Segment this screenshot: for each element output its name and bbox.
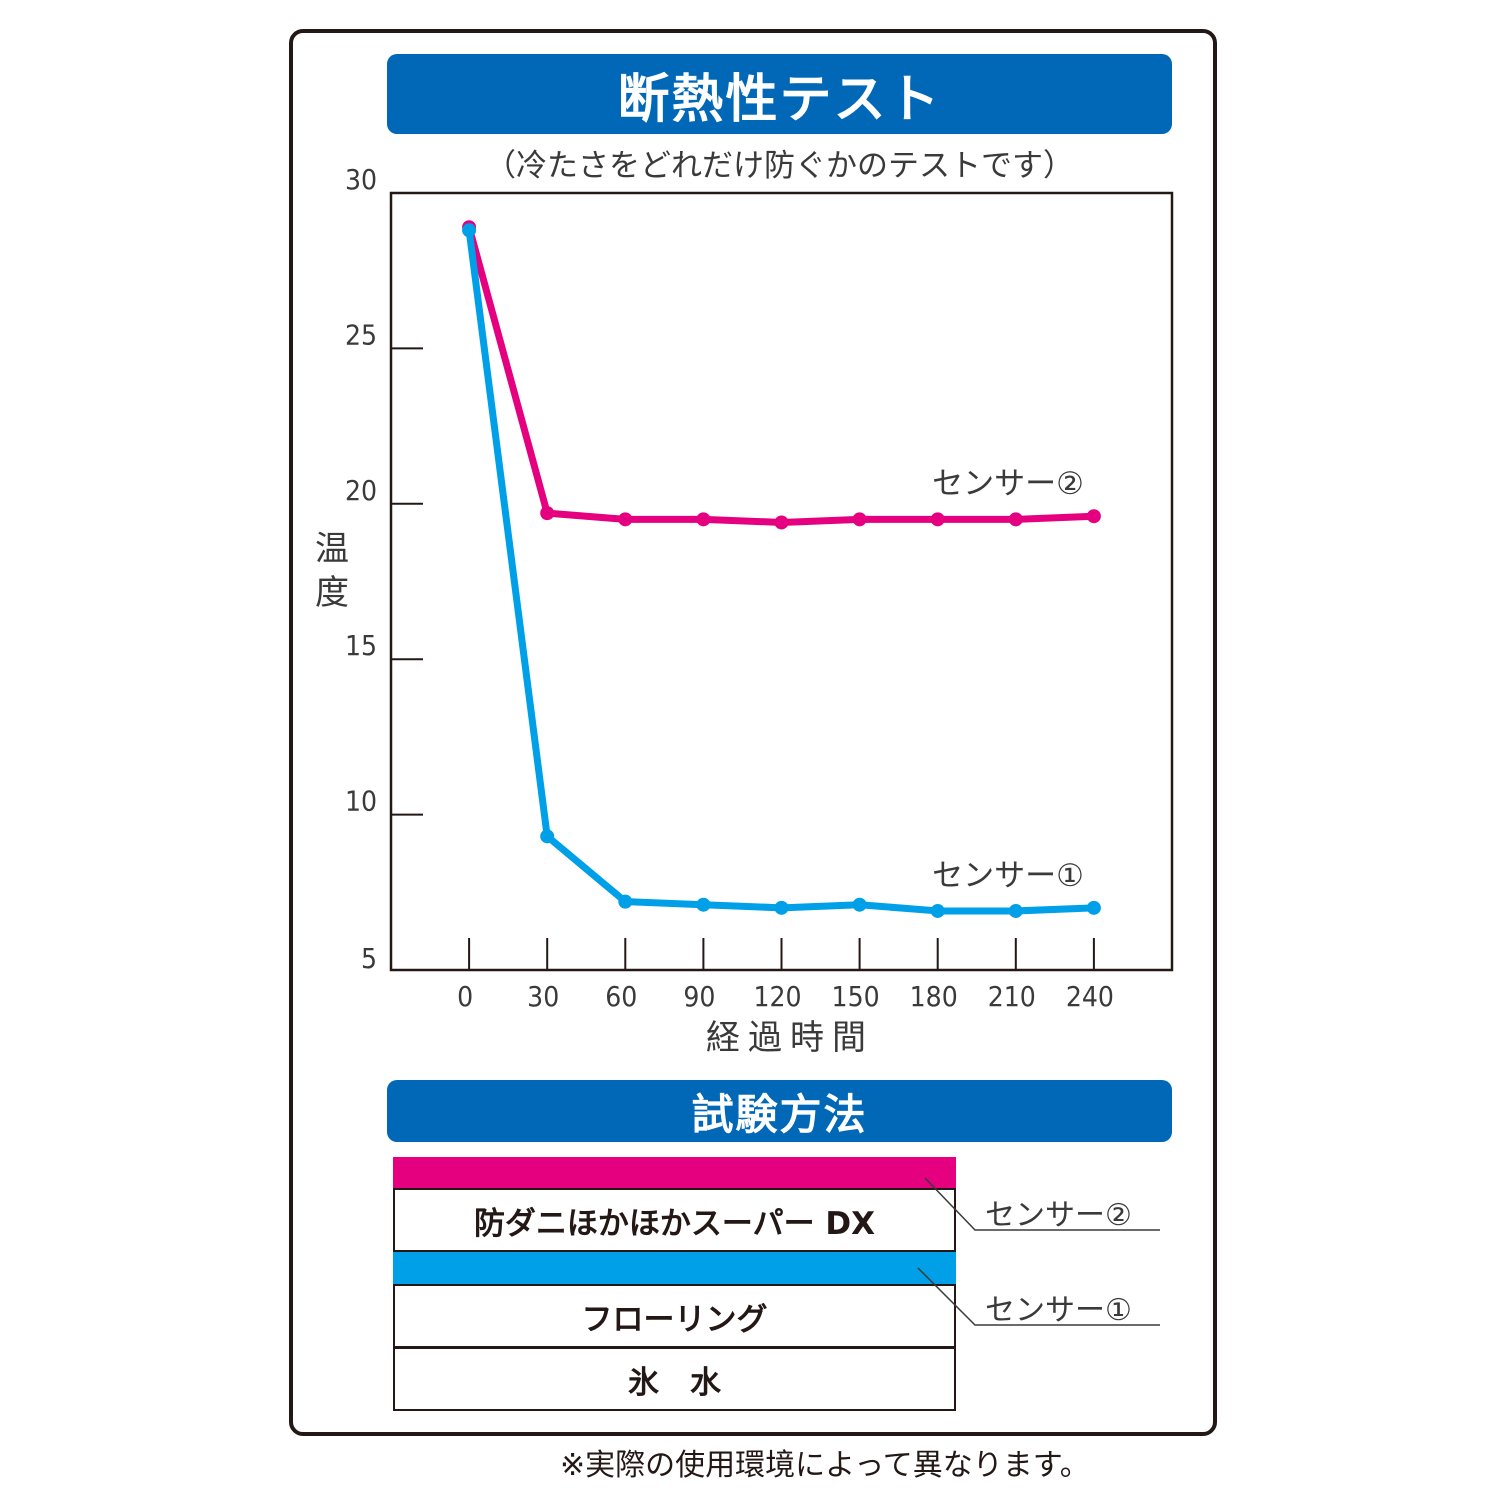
x-tick-label-120: 120: [753, 980, 801, 1013]
series-1-point-60: [618, 512, 633, 527]
series-label-2: センサー①: [932, 858, 1084, 894]
ice-water-layer: 氷 水: [393, 1347, 956, 1411]
series-1-point-210: [1008, 512, 1023, 527]
x-axis-label: 経過時間: [706, 1018, 874, 1058]
sensor2-callout: センサー②: [985, 1198, 1132, 1233]
x-tick-label-90: 90: [683, 980, 715, 1013]
method-title-banner: 試験方法: [387, 1080, 1172, 1142]
x-tick-label-30: 30: [527, 980, 559, 1013]
y-tick-label-5: 5: [361, 942, 377, 975]
series-1-point-120: [774, 515, 789, 530]
x-tick-label-150: 150: [832, 980, 880, 1013]
x-tick-label-240: 240: [1066, 980, 1114, 1013]
sensor1-callout: センサー①: [985, 1293, 1132, 1328]
series-1-point-30: [540, 506, 555, 521]
method-title: 試験方法: [691, 1089, 868, 1139]
y-axis-label: 温度: [315, 529, 349, 613]
chart-subtitle: （冷たさをどれだけ防ぐかのテストです）: [485, 148, 1074, 184]
series-2-point-0: [462, 223, 477, 238]
series-2-point-150: [852, 897, 867, 912]
series-2-point-90: [696, 897, 711, 912]
series-1-point-90: [696, 512, 711, 527]
series-label-1: センサー②: [932, 466, 1084, 502]
series-2-point-120: [774, 900, 789, 915]
y-tick-label-20: 20: [345, 474, 377, 507]
series-2-point-60: [618, 894, 633, 909]
ice-water-layer-label: 氷 水: [628, 1364, 721, 1401]
mat-layer-label: 防ダニほかほかスーパー DX: [473, 1205, 876, 1242]
y-tick-label-15: 15: [345, 629, 377, 662]
y-tick-label-10: 10: [345, 785, 377, 818]
sensor1-layer: [393, 1252, 956, 1285]
series-1-point-240: [1086, 509, 1101, 524]
footnote: ※実際の使用環境によって異なります。: [560, 1448, 1090, 1483]
sensor2-layer: [393, 1157, 956, 1189]
flooring-layer-label: フローリング: [581, 1301, 768, 1338]
series-1-point-150: [852, 512, 867, 527]
chart-title-banner: 断熱性テスト: [387, 54, 1172, 134]
sensor1-leader-line: [917, 1267, 1160, 1326]
series-2-point-240: [1086, 900, 1101, 915]
chart-title: 断熱性テスト: [617, 69, 942, 130]
x-tick-label-210: 210: [988, 980, 1036, 1013]
y-tick-label-30: 30: [345, 163, 377, 196]
series-2-point-30: [540, 829, 555, 844]
series-2-point-210: [1008, 903, 1023, 918]
x-tick-label-180: 180: [910, 980, 958, 1013]
series-2-point-180: [930, 903, 945, 918]
x-tick-label-60: 60: [605, 980, 637, 1013]
series-1-point-180: [930, 512, 945, 527]
sensor2-leader-line: [924, 1177, 1160, 1231]
y-tick-label-25: 25: [345, 318, 377, 351]
mat-layer: 防ダニほかほかスーパー DX: [393, 1188, 956, 1252]
x-tick-label-0: 0: [457, 980, 473, 1013]
